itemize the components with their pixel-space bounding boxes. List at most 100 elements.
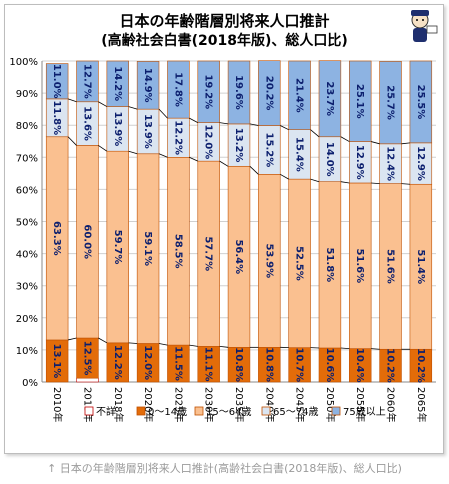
data-label: 56.4% xyxy=(233,239,244,274)
data-label: 60.0% xyxy=(81,224,92,259)
bar-segment xyxy=(409,60,433,144)
connector-line xyxy=(371,348,380,350)
chart-caption: ↑ 日本の年齢階層別将来人口推計(高齢社会白書(2018年版)、総人口比) xyxy=(47,462,402,475)
data-label: 51.6% xyxy=(385,249,396,284)
data-label: 12.7% xyxy=(81,64,92,99)
connector-line xyxy=(249,165,259,175)
data-label: 25.7% xyxy=(385,85,396,120)
data-label: 15.4% xyxy=(294,137,305,172)
connector-line xyxy=(189,344,198,347)
bar-segment xyxy=(167,60,190,119)
y-tick-label: 30% xyxy=(16,282,38,293)
data-label: 23.7% xyxy=(324,81,335,116)
legend-label: 不詳 xyxy=(96,405,116,418)
data-label: 20.2% xyxy=(263,76,274,111)
x-tick-label: 2050年 xyxy=(324,387,337,422)
connector-line xyxy=(371,182,380,185)
bar-segment xyxy=(76,377,99,383)
x-tick-label: 2045年 xyxy=(294,387,307,422)
data-label: 25.5% xyxy=(415,85,426,120)
connector-line xyxy=(280,173,289,180)
connector-line xyxy=(158,108,168,119)
bar-segment xyxy=(106,60,129,107)
y-tick-label: 20% xyxy=(16,314,38,325)
data-label: 51.6% xyxy=(354,248,365,283)
data-label: 51.4% xyxy=(415,249,426,284)
data-label: 13.9% xyxy=(142,114,153,149)
data-label: 12.0% xyxy=(142,345,153,380)
data-label: 11.5% xyxy=(172,346,183,381)
data-label: 12.9% xyxy=(354,145,365,180)
legend-label: 75歳以上 xyxy=(343,406,386,418)
y-tick-label: 70% xyxy=(16,153,38,164)
data-label: 51.8% xyxy=(324,247,335,282)
x-tick-label: 2025年 xyxy=(172,387,185,422)
data-label: 12.2% xyxy=(112,345,123,380)
data-label: 14.0% xyxy=(324,142,335,177)
data-label: 12.9% xyxy=(415,146,426,181)
x-tick-label: 2055年 xyxy=(354,387,367,422)
data-label: 14.9% xyxy=(142,68,153,103)
connector-line xyxy=(310,129,320,138)
data-label: 11.1% xyxy=(203,347,214,382)
data-label: 12.5% xyxy=(81,341,92,376)
connector-line xyxy=(340,136,350,142)
data-label: 58.5% xyxy=(172,234,183,269)
data-label: 10.8% xyxy=(263,347,274,382)
connector-line xyxy=(67,136,77,146)
data-label: 12.0% xyxy=(203,125,214,160)
x-tick-label: 2030年 xyxy=(203,387,216,422)
bar-segment xyxy=(379,61,402,145)
data-label: 17.8% xyxy=(172,72,183,107)
data-label: 10.8% xyxy=(233,347,244,382)
data-label: 10.2% xyxy=(415,348,426,383)
connector-line xyxy=(401,183,410,185)
data-label: 10.4% xyxy=(354,348,365,383)
data-label: 13.6% xyxy=(81,106,92,141)
y-tick-label: 60% xyxy=(16,185,38,196)
connector-line xyxy=(401,142,410,145)
bar-segment xyxy=(136,61,160,110)
data-label: 63.3% xyxy=(51,221,62,256)
connector-line xyxy=(98,337,108,344)
connector-line xyxy=(310,178,320,183)
connector-line xyxy=(219,122,229,125)
bar-segment xyxy=(76,60,99,103)
bar-segment xyxy=(197,60,220,123)
data-label: 13.2% xyxy=(233,128,244,163)
data-label: 11.0% xyxy=(51,64,62,99)
y-tick-label: 100% xyxy=(9,57,38,68)
connector-line xyxy=(67,337,77,341)
data-label: 12.2% xyxy=(172,120,183,155)
connector-line xyxy=(158,153,168,158)
connector-line xyxy=(340,181,350,184)
connector-line xyxy=(98,145,108,152)
data-label: 19.6% xyxy=(233,75,244,110)
mascot-illustration xyxy=(411,10,438,42)
connector-line xyxy=(340,347,350,350)
data-label: 15.2% xyxy=(263,133,274,168)
data-label: 10.2% xyxy=(385,348,396,383)
connector-line xyxy=(280,125,289,131)
x-tick-label: 2015年 xyxy=(81,387,94,422)
data-label: 53.9% xyxy=(263,243,274,278)
x-tick-label: 2060年 xyxy=(385,387,398,422)
bar-segment xyxy=(258,60,281,126)
connector-line xyxy=(219,345,229,348)
y-tick-label: 90% xyxy=(16,89,38,100)
bar-segment xyxy=(349,60,372,142)
bar-segment xyxy=(288,60,311,130)
data-label: 14.2% xyxy=(112,66,123,101)
y-tick-label: 40% xyxy=(16,250,38,261)
connector-line xyxy=(98,101,108,107)
y-tick-label: 0% xyxy=(22,378,38,389)
data-label: 13.1% xyxy=(51,344,62,379)
data-label: 52.5% xyxy=(294,246,305,281)
legend-swatch xyxy=(136,406,146,416)
legend-label: 65〜74歳 xyxy=(273,406,318,418)
data-label: 25.1% xyxy=(354,84,365,119)
x-tick-label: 2018年 xyxy=(112,387,125,422)
legend-swatch xyxy=(84,406,94,416)
connector-line xyxy=(189,156,198,162)
